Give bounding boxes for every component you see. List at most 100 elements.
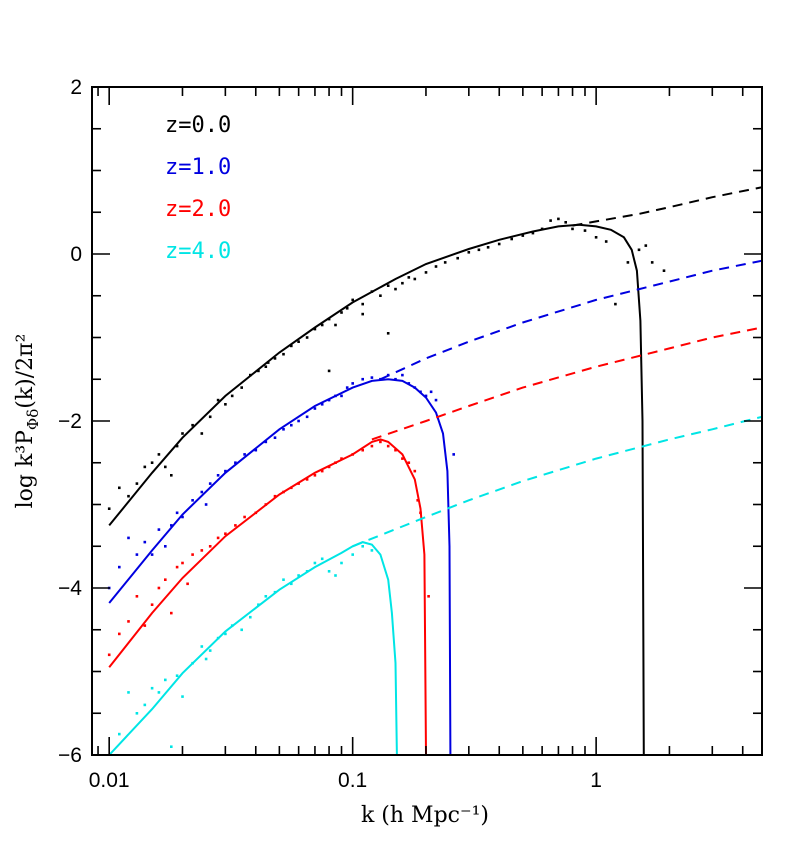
series-3-point <box>340 561 343 565</box>
series-1-point <box>351 382 354 385</box>
series-0-point <box>486 246 490 249</box>
series-0-point <box>175 444 179 448</box>
series-2-point <box>175 565 179 569</box>
series-3-point <box>257 603 260 606</box>
series-0-point <box>361 312 364 316</box>
series-2-point <box>313 474 317 477</box>
y-tick-label: −2 <box>58 410 82 433</box>
series-0-point <box>282 352 285 356</box>
series-1-point <box>150 553 154 556</box>
series-2-point <box>334 461 337 464</box>
series-3-point <box>208 649 212 652</box>
series-3-point <box>282 578 285 581</box>
series-3-point <box>157 691 161 694</box>
series-0-solid-line <box>108 223 645 755</box>
series-3-point <box>118 732 121 736</box>
series-0-point <box>604 240 608 243</box>
svg-text:log k³PΦδ(k)/2π²: log k³PΦδ(k)/2π² <box>13 334 42 509</box>
series-1-point <box>191 499 194 502</box>
series-0-point <box>143 465 147 469</box>
series-1-point <box>419 390 422 394</box>
series-3-point <box>273 590 277 594</box>
series-0-point <box>127 494 130 498</box>
series-2-point <box>150 603 154 606</box>
series-0-point <box>297 340 300 343</box>
series-1-point <box>243 453 246 456</box>
series-2-point <box>164 578 167 581</box>
series-1-point <box>118 565 121 569</box>
series-3-point <box>216 636 220 640</box>
series-2-point <box>170 611 173 615</box>
series-0-point <box>386 284 390 287</box>
series-2-point <box>107 653 111 657</box>
series-2-dashed-line <box>371 326 762 441</box>
series-0-point <box>662 269 666 272</box>
series-0-point <box>150 461 154 464</box>
series-0-point <box>191 423 194 427</box>
series-0-point <box>379 294 382 297</box>
series-1-point <box>135 553 139 556</box>
series-2-point <box>386 444 390 448</box>
series-2-point <box>208 545 212 548</box>
series-3-point <box>191 661 194 665</box>
series-1-point <box>254 448 258 452</box>
series-0-point <box>340 311 343 314</box>
series-0-point <box>557 217 560 221</box>
series-1-point <box>434 398 438 402</box>
series-3-point <box>150 686 154 690</box>
series-3-dashed-line <box>352 415 762 548</box>
series-2-point <box>135 595 139 598</box>
series-3-point <box>370 549 374 552</box>
series-2-point <box>340 457 343 460</box>
legend-entry-2: z=2.0 <box>165 197 231 222</box>
y-tick-label: −4 <box>58 577 82 600</box>
x-tick-label: 0.01 <box>89 769 130 792</box>
series-2-point <box>224 532 227 535</box>
series-3-point <box>164 678 167 682</box>
series-1-point <box>264 440 268 444</box>
series-0-point <box>320 323 324 327</box>
series-2-point <box>243 515 246 519</box>
series-0-point <box>540 227 544 231</box>
series-2-point <box>419 511 422 515</box>
series-1-point <box>413 386 417 389</box>
series-1-point <box>345 386 349 389</box>
series-1-point <box>290 423 293 427</box>
series-1-point <box>379 377 382 381</box>
series-0-point <box>164 465 167 469</box>
series-1-point <box>273 436 277 439</box>
series-1-point <box>143 540 147 544</box>
series-3-point <box>204 657 208 661</box>
series-3-point <box>334 574 337 577</box>
series-0-point <box>594 236 598 239</box>
series-1-point <box>370 376 374 379</box>
series-1-point <box>282 428 285 431</box>
series-2-point <box>157 586 161 590</box>
series-2-point <box>127 620 130 623</box>
series-2-point <box>181 561 184 565</box>
series-0-point <box>266 361 270 364</box>
series-0-point <box>264 365 268 368</box>
axes-layer: 0.01 0.1 1 2 0 −2 −4 −6 <box>58 76 763 792</box>
series-0-point <box>240 386 243 389</box>
x-tick-label: 0.1 <box>338 769 367 792</box>
series-2-point <box>413 469 417 473</box>
series-2-point <box>361 448 364 452</box>
series-0-point <box>107 507 111 510</box>
series-2-point <box>370 444 374 448</box>
series-0-point <box>257 369 260 373</box>
series-0-point <box>571 227 574 231</box>
series-2-point <box>118 632 121 636</box>
series-0-point <box>313 327 317 331</box>
series-1-point <box>429 390 433 394</box>
series-0-point <box>626 261 630 264</box>
series-layer <box>107 186 762 755</box>
series-2-point <box>305 478 309 481</box>
series-2-point <box>416 499 419 502</box>
series-2-point <box>216 536 220 540</box>
series-3-point <box>200 645 204 648</box>
series-1-point <box>305 415 309 419</box>
series-2-point <box>320 469 324 473</box>
series-2-point <box>264 503 268 506</box>
